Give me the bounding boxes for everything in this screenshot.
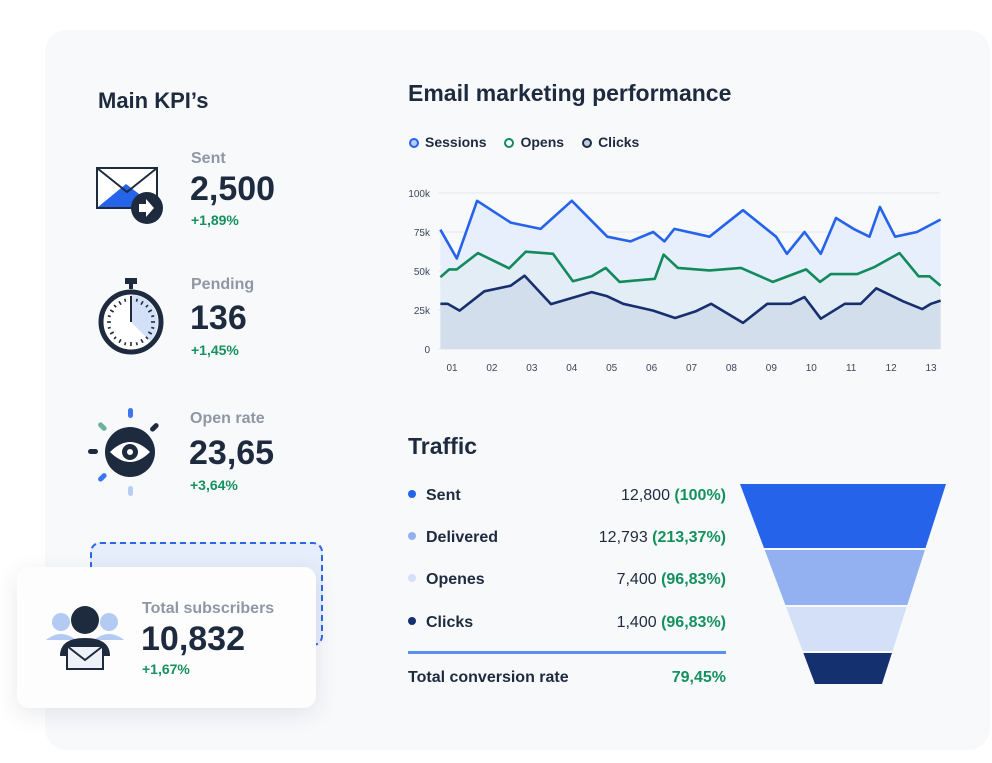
kpi-sent-label: Sent: [191, 150, 226, 167]
kpi-pending-label: Pending: [191, 276, 255, 293]
y-tick-label: 50k: [414, 267, 431, 278]
y-tick-label: 0: [424, 345, 430, 356]
traffic-row: Sent 12,800 (100%): [408, 487, 726, 505]
traffic-row-value: 1,400 (96,83%): [617, 614, 726, 632]
performance-chart: 0 25k 50k 75k 100k 01 02 03 04 05 06 07 08 09 10 11 12 13: [408, 189, 942, 374]
kpi-openrate-delta: +3,64%: [190, 477, 238, 493]
x-tick-label: 04: [566, 363, 578, 374]
legend-sessions-label: Sessions: [425, 134, 487, 150]
traffic-row-label: Sent: [408, 487, 461, 505]
traffic-row-label: Delivered: [408, 529, 498, 547]
kpi-sent-delta: +1,89%: [191, 212, 239, 228]
y-tick-label: 75k: [414, 228, 431, 239]
traffic-row-value: 12,800 (100%): [621, 487, 726, 505]
x-tick-label: 02: [486, 363, 498, 374]
total-conversion-label: Total conversion rate: [408, 669, 569, 686]
traffic-pct: (213,37%): [652, 529, 726, 546]
traffic-value: 12,800: [621, 487, 670, 504]
traffic-dot: [408, 532, 416, 540]
envelope-send-icon: [96, 167, 163, 224]
traffic-pct: (96,83%): [661, 571, 726, 588]
traffic-value: 1,400: [616, 614, 657, 631]
chart-legend: Sessions Opens Clicks: [409, 134, 639, 150]
x-tick-label: 06: [646, 363, 658, 374]
legend-opens[interactable]: Opens: [504, 134, 564, 150]
kpi-subscribers-label: Total subscribers: [142, 600, 275, 617]
traffic-row: Openes 7,400 (96,83%): [408, 571, 726, 589]
series-line-opens: [439, 250, 942, 287]
y-tick-label: 100k: [408, 189, 431, 200]
funnel-stage-sent: [740, 484, 946, 548]
y-tick-label: 25k: [414, 306, 431, 317]
x-tick-label: 11: [846, 363, 857, 374]
traffic-value: 12,793: [598, 529, 648, 546]
chart-title: Email marketing performance: [408, 80, 732, 106]
traffic-label-text: Clicks: [426, 614, 474, 631]
stopwatch-icon: [98, 278, 164, 355]
x-tick-label: 05: [606, 363, 618, 374]
x-tick-label: 08: [726, 363, 738, 374]
series-area-clicks: [440, 275, 941, 349]
legend-sessions[interactable]: Sessions: [409, 134, 486, 150]
kpi-subscribers-value: 10,832: [141, 620, 245, 658]
traffic-row-value: 7,400 (96,83%): [617, 571, 726, 589]
traffic-dot: [408, 574, 416, 582]
traffic-title: Traffic: [408, 433, 478, 459]
funnel-stage-openes: [786, 607, 907, 651]
x-tick-label: 10: [806, 363, 818, 374]
traffic-label-text: Delivered: [426, 529, 499, 546]
traffic-row: Clicks 1,400 (96,83%): [408, 614, 726, 632]
total-conversion-row: Total conversion rate 79,45%: [408, 669, 726, 687]
traffic-dot: [408, 490, 416, 498]
traffic-dot: [408, 617, 416, 625]
kpi-sent-value: 2,500: [190, 170, 276, 208]
traffic-row-label: Openes: [408, 571, 485, 589]
x-tick-label: 13: [925, 363, 937, 374]
kpi-openrate-value: 23,65: [189, 434, 275, 472]
kpi-pending-delta: +1,45%: [191, 342, 239, 358]
kpi-subscribers-delta: +1,67%: [142, 661, 190, 677]
traffic-value: 7,400: [616, 571, 657, 588]
subscribers-icon: [46, 606, 124, 670]
x-tick-label: 03: [526, 363, 538, 374]
funnel-stage-clicks: [803, 653, 892, 684]
traffic-label-text: Sent: [426, 487, 461, 504]
traffic-row: Delivered 12,793 (213,37%): [408, 529, 726, 547]
traffic-pct: (100%): [674, 487, 726, 504]
kpi-pending-value: 136: [190, 299, 247, 337]
series-line-clicks: [440, 274, 942, 325]
traffic-row-label: Clicks: [408, 614, 473, 632]
legend-clicks-label: Clicks: [598, 134, 640, 150]
eye-icon: [88, 408, 159, 496]
traffic-divider: [408, 651, 726, 654]
x-tick-label: 07: [686, 363, 698, 374]
kpi-openrate-label: Open rate: [190, 410, 265, 427]
traffic-row-value: 12,793 (213,37%): [599, 529, 726, 547]
legend-opens-label: Opens: [520, 134, 565, 150]
x-tick-label: 01: [446, 363, 458, 374]
funnel-stage-delivered: [764, 550, 925, 605]
traffic-label-text: Openes: [426, 571, 485, 588]
series-line-sessions: [439, 199, 942, 260]
traffic-pct: (96,83%): [661, 614, 726, 631]
x-tick-label: 12: [886, 363, 898, 374]
total-conversion-value: 79,45%: [671, 669, 726, 686]
legend-clicks[interactable]: Clicks: [582, 134, 639, 150]
kpi-title: Main KPI’s: [98, 88, 209, 113]
x-tick-label: 09: [766, 363, 778, 374]
